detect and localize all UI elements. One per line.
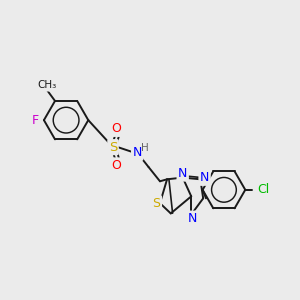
Text: Cl: Cl	[257, 183, 269, 196]
Text: S: S	[152, 197, 160, 210]
Text: S: S	[109, 141, 117, 154]
Text: F: F	[32, 114, 39, 127]
Text: N: N	[178, 167, 188, 180]
Text: N: N	[200, 171, 209, 184]
Text: O: O	[111, 159, 121, 172]
Text: N: N	[188, 212, 197, 225]
Text: N: N	[133, 146, 142, 159]
Text: CH₃: CH₃	[38, 80, 57, 90]
Text: O: O	[111, 122, 121, 136]
Text: H: H	[141, 143, 149, 153]
